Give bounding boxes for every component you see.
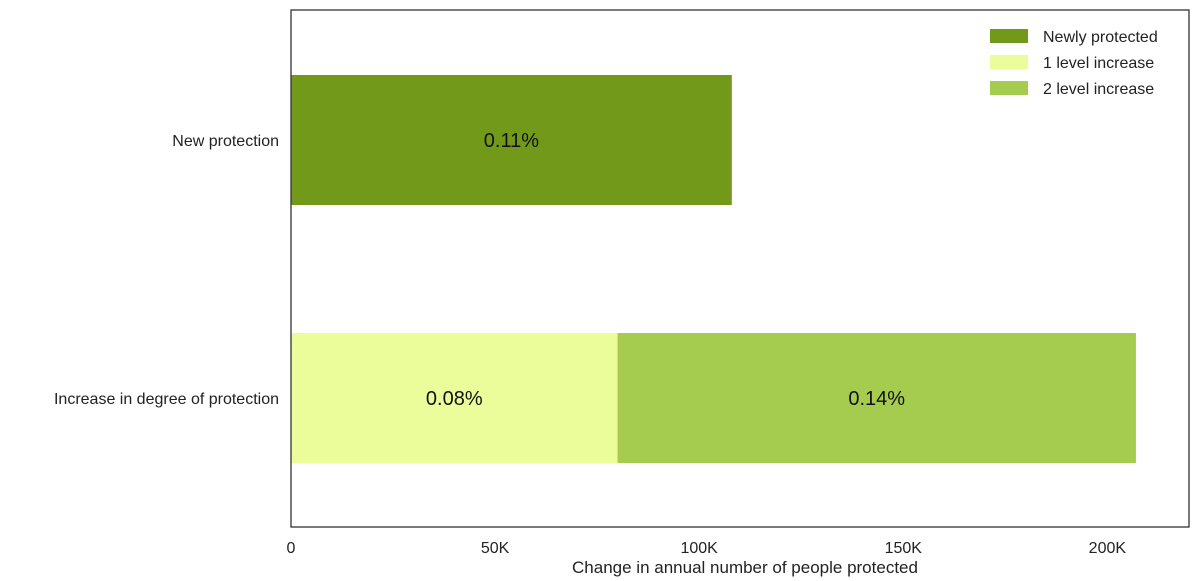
x-axis-title: Change in annual number of people protec… [572,558,918,577]
bar-value-label: 0.08% [426,388,483,410]
bar-increase-in-degree-of-protection-2-level-increase [617,333,1136,463]
bar-value-label: 0.14% [848,388,905,410]
x-tick-label: 0 [287,540,296,557]
legend-swatch-newly-protected [990,29,1028,43]
x-tick-label: 50K [481,540,510,557]
bar-labels-layer: 0.11% 0.08% 0.14% [426,130,905,410]
x-tick-label: 100K [680,540,718,557]
y-tick-label: New protection [172,133,279,150]
legend-swatch-1-level-increase [990,55,1028,69]
bar-increase-in-degree-of-protection-1-level-increase [291,333,618,463]
legend: Newly protected 1 level increase 2 level i… [990,29,1158,98]
legend-label: 2 level increase [1043,81,1154,98]
y-axis-ticks: New protection Increase in degree of prot… [54,133,279,408]
bars-layer [291,75,1136,463]
bar-new-protection-newly-protected [291,75,732,205]
plot-frame [290,9,1190,528]
x-axis-ticks: 0 50K 100K 150K 200K [287,540,1127,557]
legend-label: 1 level increase [1043,55,1154,72]
legend-label: Newly protected [1043,29,1158,46]
y-tick-label: Increase in degree of protection [54,391,279,408]
x-tick-label: 200K [1089,540,1127,557]
bar-value-label: 0.11% [484,130,539,152]
legend-swatch-2-level-increase [990,81,1028,95]
x-tick-label: 150K [885,540,923,557]
